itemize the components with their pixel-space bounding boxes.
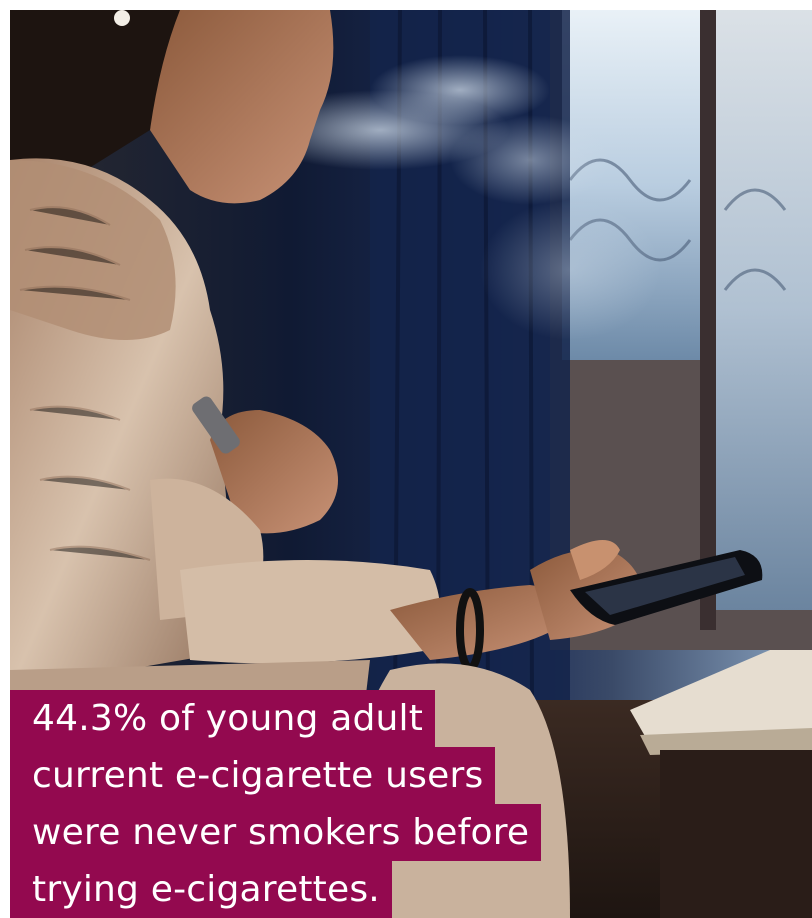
caption-line-1: 44.3% of young adult bbox=[10, 690, 812, 747]
caption-text-1: 44.3% of young adult bbox=[10, 690, 436, 747]
caption-text-2: current e-cigarette users bbox=[10, 747, 496, 804]
caption-line-2: current e-cigarette users bbox=[10, 747, 812, 804]
photo-woman-vaping bbox=[10, 10, 812, 918]
caption-line-4: trying e-cigarettes. bbox=[10, 861, 812, 918]
caption-text-4: trying e-cigarettes. bbox=[10, 861, 392, 918]
caption-text-3: were never smokers before bbox=[10, 804, 542, 861]
caption-line-3: were never smokers before bbox=[10, 804, 812, 861]
photo-illustration bbox=[10, 10, 812, 918]
stat-caption: 44.3% of young adult current e-cigarette… bbox=[10, 690, 812, 918]
